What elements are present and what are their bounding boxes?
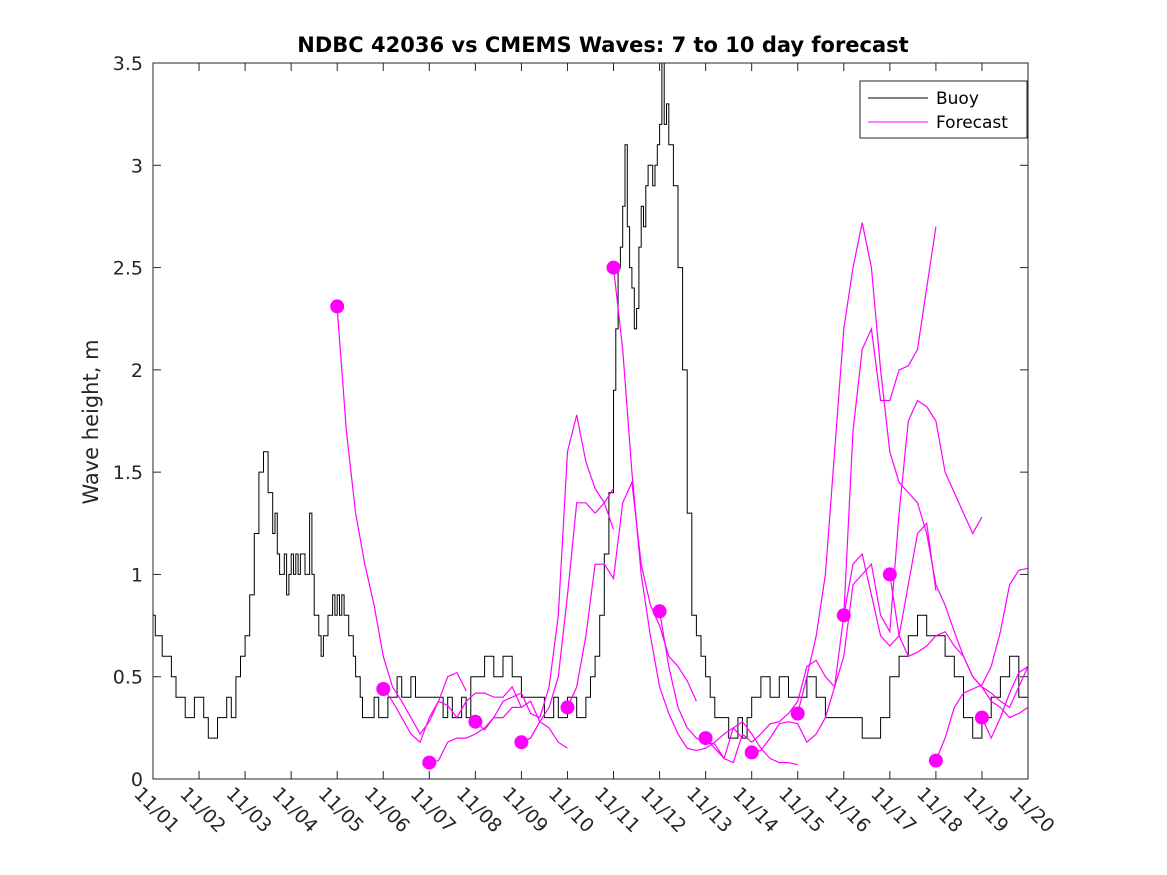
forecast-start-marker bbox=[928, 753, 943, 768]
forecast-start-marker bbox=[330, 299, 345, 314]
y-tick-label: 1.5 bbox=[113, 462, 143, 484]
forecast-line-11 bbox=[797, 222, 1029, 719]
forecast-line-14 bbox=[935, 567, 1029, 761]
forecast-start-marker bbox=[744, 745, 759, 760]
forecast-start-marker bbox=[376, 682, 391, 696]
forecast-start-marker bbox=[974, 710, 989, 725]
forecast-start-marker bbox=[422, 755, 437, 770]
y-tick-label: 0 bbox=[131, 769, 143, 791]
buoy-series bbox=[153, 62, 1029, 739]
forecast-line-10 bbox=[751, 399, 983, 753]
forecast-start-marker bbox=[698, 731, 713, 746]
forecast-start-marker bbox=[836, 608, 851, 623]
forecast-line-9 bbox=[705, 226, 937, 764]
legend-buoy-label: Buoy bbox=[936, 89, 979, 109]
forecast-line-2 bbox=[382, 685, 522, 744]
forecast-start-marker bbox=[790, 706, 805, 721]
forecast-series-group bbox=[336, 222, 1029, 766]
chart-title: NDBC 42036 vs CMEMS Waves: 7 to 10 day f… bbox=[297, 33, 908, 57]
y-tick-label: 3.5 bbox=[113, 53, 143, 75]
legend: Buoy Forecast bbox=[859, 80, 1028, 139]
forecast-start-marker bbox=[560, 700, 575, 715]
legend-box bbox=[859, 80, 1028, 139]
forecast-start-marker bbox=[652, 604, 667, 619]
axes-box bbox=[152, 62, 1029, 780]
buoy-line bbox=[153, 62, 1029, 739]
forecast-line-12 bbox=[843, 521, 937, 647]
forecast-line-6 bbox=[566, 480, 697, 708]
y-tick-label: 1 bbox=[131, 564, 143, 586]
forecast-line-15 bbox=[981, 665, 1029, 740]
y-tick-label: 0.5 bbox=[113, 667, 143, 689]
forecast-start-marker bbox=[606, 260, 621, 275]
y-tick-label: 3 bbox=[131, 155, 143, 177]
forecast-start-marker bbox=[468, 714, 483, 729]
forecast-line-7 bbox=[612, 267, 743, 752]
forecast-line-5 bbox=[521, 488, 615, 743]
forecast-start-marker bbox=[514, 735, 529, 750]
y-tick-label: 2.5 bbox=[113, 258, 143, 280]
y-axis-label: Wave height, m bbox=[79, 339, 103, 504]
forecast-start-markers bbox=[330, 260, 989, 770]
plot-area bbox=[153, 63, 1028, 779]
legend-forecast-label: Forecast bbox=[936, 113, 1008, 133]
forecast-line-3 bbox=[429, 700, 568, 764]
forecast-line-1 bbox=[336, 308, 467, 736]
forecast-line-8 bbox=[659, 611, 798, 766]
y-tick-label: 2 bbox=[131, 360, 143, 382]
forecast-start-marker bbox=[882, 567, 897, 582]
forecast-line-4 bbox=[475, 414, 615, 731]
